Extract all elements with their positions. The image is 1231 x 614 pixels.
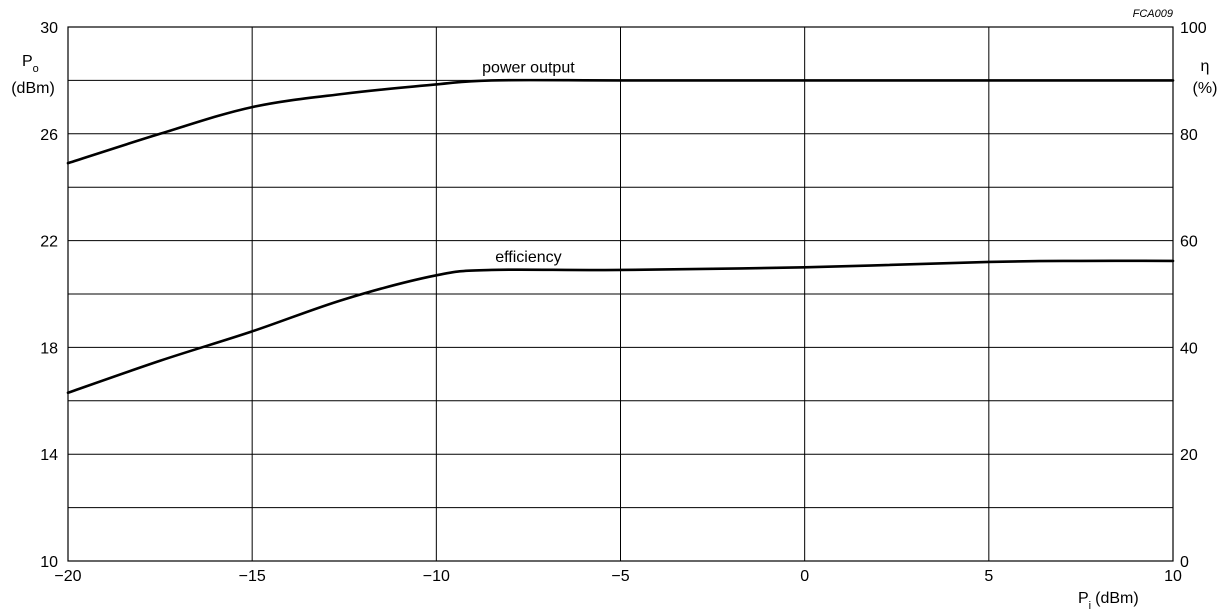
grid-lines bbox=[67, 26, 1174, 561]
y-left-label-main: P bbox=[22, 53, 33, 70]
y-right-tick-label: 80 bbox=[1180, 127, 1198, 144]
x-tick-label: −10 bbox=[423, 568, 450, 585]
tick-labels: −20 −15 −10 −5 0 5 10 10 14 18 22 26 30 0 20 40 60 80 100 bbox=[40, 20, 1207, 585]
x-axis-label: Pi (dBm) bbox=[1078, 590, 1139, 612]
y-left-axis-label: Po bbox=[22, 53, 39, 75]
y-left-label-sub: o bbox=[33, 63, 39, 75]
y-left-tick-label: 22 bbox=[40, 234, 58, 251]
x-tick-label: −15 bbox=[239, 568, 266, 585]
efficiency-label: efficiency bbox=[495, 249, 561, 266]
x-tick-label: −20 bbox=[54, 568, 81, 585]
x-tick-label: 10 bbox=[1164, 568, 1182, 585]
x-label-unit: (dBm) bbox=[1095, 590, 1139, 607]
y-left-tick-label: 18 bbox=[40, 340, 58, 357]
y-right-tick-label: 40 bbox=[1180, 340, 1198, 357]
y-right-tick-label: 100 bbox=[1180, 20, 1207, 37]
y-left-tick-label: 14 bbox=[40, 447, 58, 464]
series-layer: power output efficiency bbox=[66, 59, 1175, 395]
x-label-sub: i bbox=[1089, 600, 1091, 612]
y-left-tick-label: 10 bbox=[40, 554, 58, 571]
y-left-tick-label: 26 bbox=[40, 127, 58, 144]
power-output-label: power output bbox=[482, 59, 575, 76]
x-label-main: P bbox=[1078, 590, 1089, 607]
y-left-tick-label: 30 bbox=[40, 20, 58, 37]
y-right-axis-unit: (%) bbox=[1193, 80, 1218, 97]
y-right-axis-label: η bbox=[1201, 58, 1210, 75]
x-tick-label: 5 bbox=[984, 568, 993, 585]
x-tick-label: −5 bbox=[611, 568, 629, 585]
y-right-tick-label: 60 bbox=[1180, 234, 1198, 251]
power-output-line bbox=[66, 78, 1175, 165]
efficiency-line bbox=[66, 259, 1175, 395]
y-right-tick-label: 20 bbox=[1180, 447, 1198, 464]
y-right-tick-label: 0 bbox=[1180, 554, 1189, 571]
figure-code: FCA009 bbox=[1133, 8, 1173, 20]
x-tick-label: 0 bbox=[800, 568, 809, 585]
plot-frame bbox=[67, 26, 1174, 562]
y-left-axis-unit: (dBm) bbox=[11, 80, 55, 97]
